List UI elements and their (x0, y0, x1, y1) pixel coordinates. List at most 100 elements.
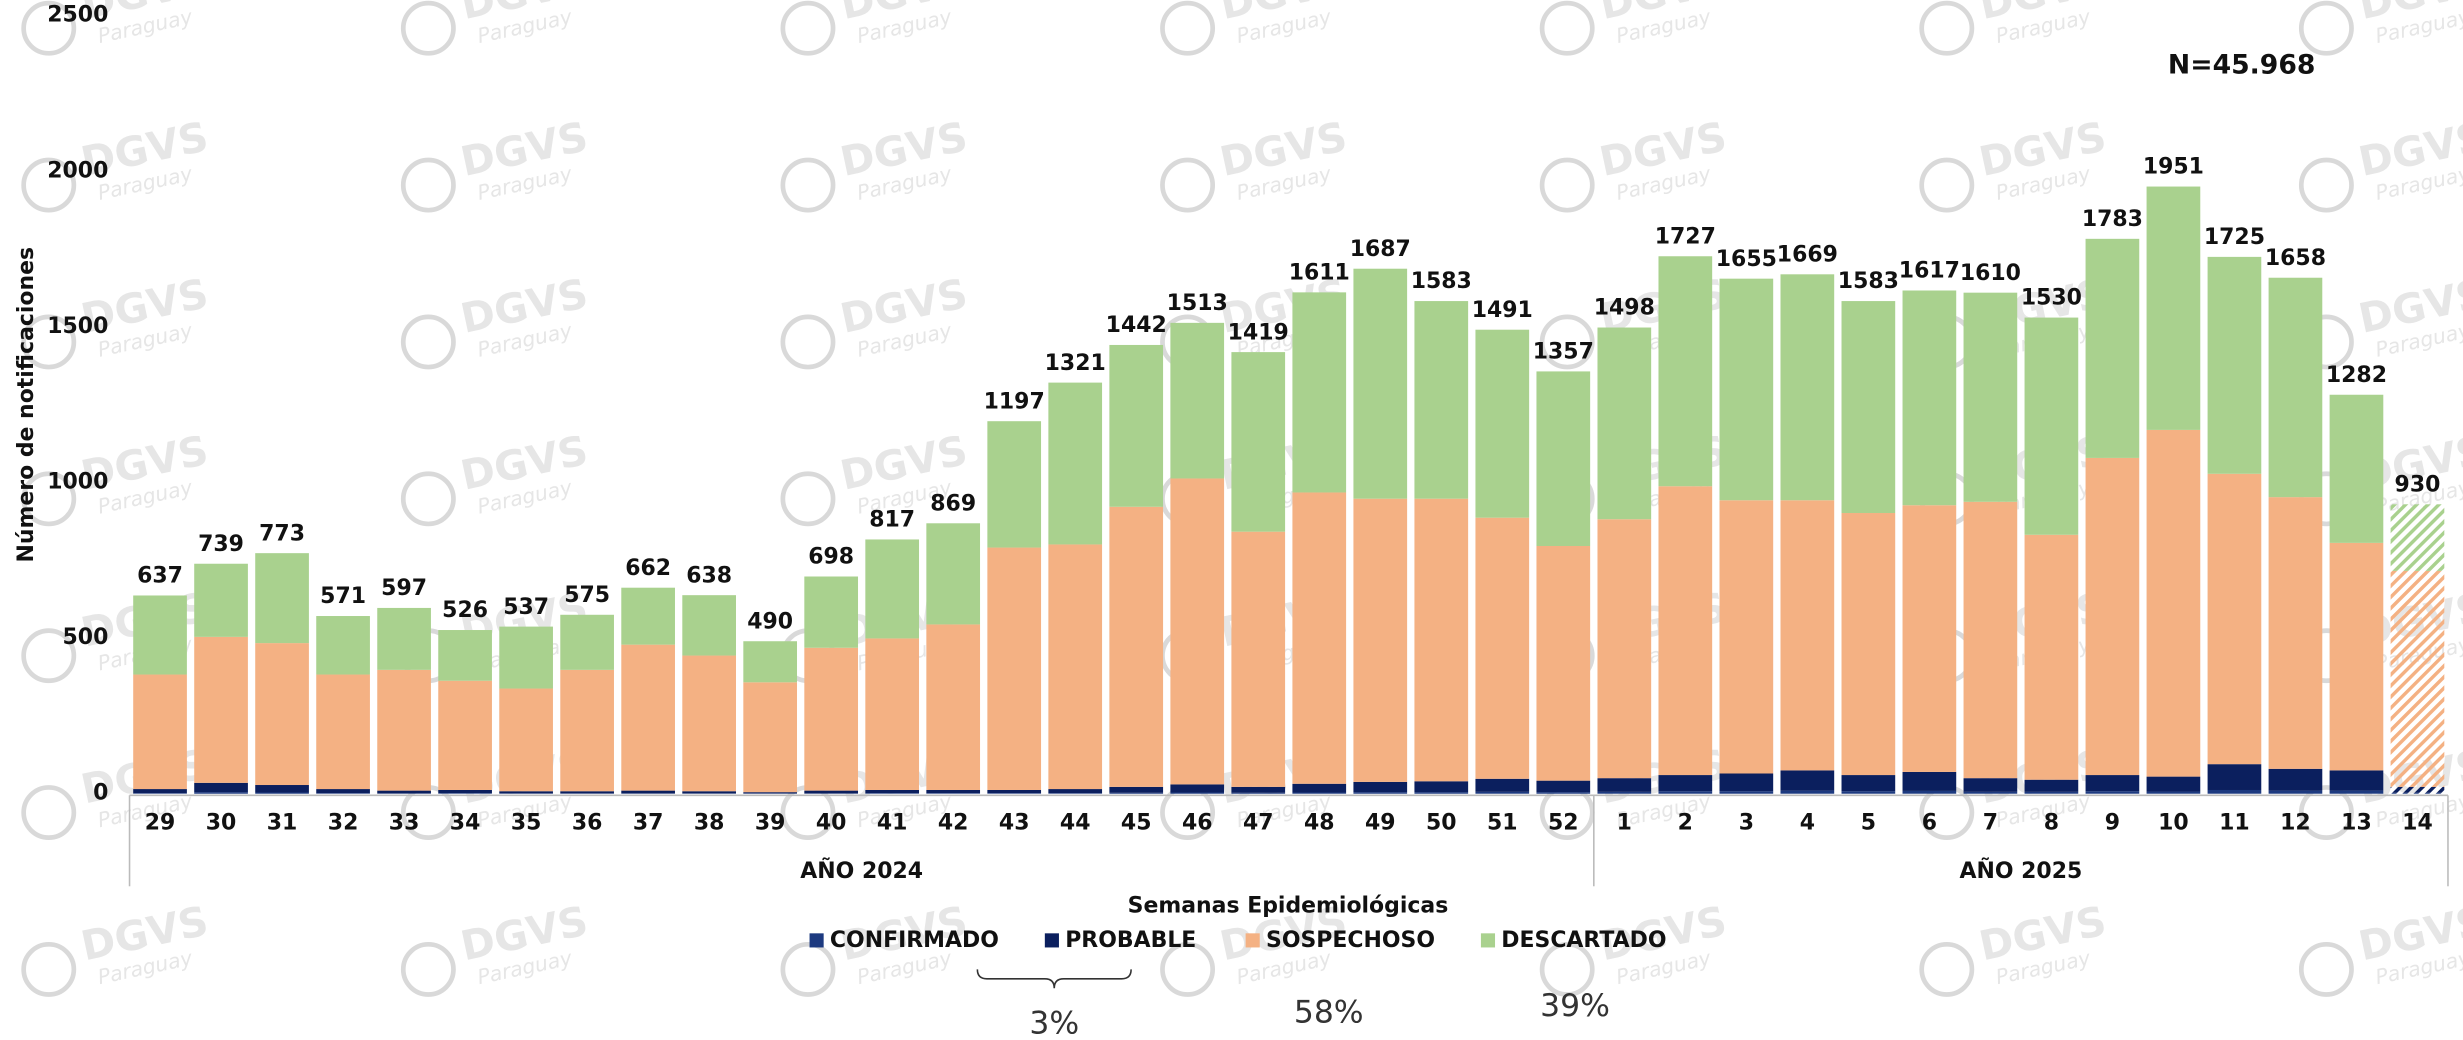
bar-segment (2085, 775, 2140, 792)
bar-segment (1170, 478, 1225, 785)
bar-segment (2268, 790, 2323, 794)
x-tick-label: 41 (877, 811, 908, 836)
bar-segment (1658, 486, 1713, 776)
x-tick-label: 51 (1487, 811, 1518, 836)
x-tick-label: 38 (694, 811, 725, 836)
bar-segment (1170, 784, 1225, 793)
bar-segment (255, 785, 309, 793)
x-tick-label: 46 (1182, 811, 1213, 836)
bar-segment (1780, 790, 1835, 794)
share-label: 39% (1540, 988, 1610, 1024)
total-label: 930 (2395, 472, 2441, 497)
bar-segment (1048, 789, 1103, 794)
legend-swatch (1480, 933, 1496, 948)
bar-segment (2329, 790, 2384, 794)
bar-segment (2146, 791, 2201, 794)
bar-segment (2329, 394, 2384, 543)
total-label: 1727 (1655, 224, 1716, 249)
watermark-globe (21, 0, 77, 56)
x-tick-label: 52 (1548, 811, 1579, 836)
bar-segment (1353, 268, 1408, 499)
bar-segment (2085, 457, 2140, 776)
watermark-globe (1919, 941, 1975, 997)
group-label: AÑO 2024 (800, 858, 923, 884)
y-tick-label: 2500 (47, 3, 108, 28)
bar-segment (1475, 791, 1530, 794)
total-label: 571 (320, 584, 366, 609)
bar-segment (133, 793, 187, 794)
watermark-globe (780, 0, 836, 56)
watermark-globe (1919, 0, 1975, 56)
total-label: 1282 (2326, 363, 2387, 388)
bar-segment (2146, 776, 2201, 792)
watermark-globe (2298, 785, 2354, 840)
legend-swatch (1044, 933, 1059, 948)
x-tick-label: 42 (938, 811, 969, 836)
bar-segment (987, 793, 1042, 794)
bar-segment (499, 688, 553, 792)
watermark-globe (400, 157, 456, 213)
total-label: 1321 (1045, 351, 1106, 376)
bar-segment (987, 789, 1042, 794)
y-tick-label: 1500 (47, 314, 108, 339)
x-tick-label: 3 (1739, 811, 1754, 836)
bar-segment (1719, 773, 1774, 792)
bar-segment (1109, 506, 1164, 787)
total-label: 526 (442, 598, 488, 623)
bar-segment (133, 789, 187, 794)
legend-label: CONFIRMADO (830, 928, 999, 953)
y-tick-label: 500 (63, 625, 109, 650)
x-tick-label: 39 (755, 811, 786, 836)
bar-segment (377, 790, 431, 794)
bar-segment (743, 792, 798, 794)
bar-segment (926, 624, 981, 790)
x-tick-label: 7 (1983, 811, 1998, 836)
bar-segment (1414, 781, 1469, 793)
total-label: 698 (808, 545, 854, 570)
total-label: 773 (259, 521, 305, 546)
total-label: 597 (381, 576, 427, 601)
bar-segment (2390, 504, 2445, 571)
bar-segment (2024, 779, 2079, 792)
total-label: 1197 (984, 389, 1045, 414)
bar-segment (1475, 517, 1530, 779)
watermark-globe (1539, 0, 1595, 56)
bar-segment (316, 793, 370, 794)
bar-segment (1719, 791, 1774, 794)
bar-segment (1963, 292, 2018, 502)
total-label: 537 (503, 595, 549, 620)
bar-segment (926, 793, 981, 794)
watermark-globe (2298, 941, 2354, 997)
watermark-globe (21, 941, 77, 997)
bar-segment (1597, 791, 1652, 794)
bar-segment (1780, 274, 1835, 501)
x-tick-label: 5 (1861, 811, 1876, 836)
bar-segment (804, 647, 859, 791)
bar-segment (377, 669, 431, 791)
bar-segment (560, 614, 614, 670)
x-axis-title: Semanas Epidemiológicas (1128, 894, 1449, 919)
x-tick-label: 31 (267, 811, 298, 836)
bar-segment (1536, 780, 1591, 793)
watermark-globe (1160, 157, 1216, 213)
total-label: 1725 (2204, 225, 2265, 250)
watermark-globe (2298, 157, 2354, 213)
x-tick-label: 37 (633, 811, 664, 836)
watermark-globe (1160, 941, 1216, 997)
bar-segment (1780, 500, 1835, 771)
legend-swatch (809, 933, 824, 948)
watermark-globe (21, 157, 77, 213)
bar-segment (1048, 793, 1103, 794)
bar-segment (1902, 771, 1957, 791)
bar-segment (2268, 497, 2323, 769)
bar-segment (987, 421, 1042, 548)
watermark-globe (1160, 0, 1216, 56)
bar-segment (743, 682, 798, 793)
bar-segment (1170, 322, 1225, 479)
watermark-globe (1539, 941, 1595, 997)
bar-segment (1902, 290, 1957, 506)
total-label: 1491 (1472, 298, 1533, 323)
x-tick-label: 49 (1365, 811, 1396, 836)
total-label: 1687 (1350, 237, 1411, 262)
